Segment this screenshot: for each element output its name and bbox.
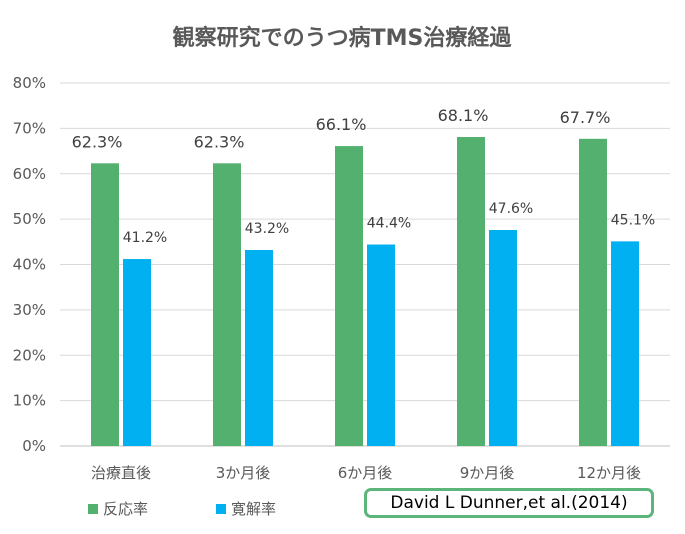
- x-tick-label: 3か月後: [216, 464, 271, 482]
- y-tick-label: 50%: [13, 210, 46, 228]
- bar-remission: [367, 244, 395, 446]
- legend-label: 反応率: [103, 500, 148, 518]
- y-tick-label: 0%: [22, 437, 46, 455]
- x-axis-categories: 治療直後 3か月後 6か月後 9か月後 12か月後: [91, 464, 641, 482]
- y-tick-label: 70%: [13, 119, 46, 137]
- legend-swatch: [216, 504, 226, 514]
- data-label: 45.1%: [611, 212, 655, 228]
- bar-remission: [611, 241, 639, 446]
- data-label: 47.6%: [489, 201, 533, 217]
- y-tick-label: 40%: [13, 256, 46, 274]
- data-label: 62.3%: [194, 132, 245, 151]
- x-tick-label: 9か月後: [460, 464, 515, 482]
- legend-swatch: [88, 504, 98, 514]
- bar-remission: [489, 230, 517, 446]
- y-tick-label: 10%: [13, 392, 46, 410]
- bar-remission: [245, 249, 273, 446]
- legend-label: 寛解率: [231, 500, 276, 518]
- data-label: 66.1%: [316, 115, 367, 134]
- y-tick-label: 80%: [13, 74, 46, 92]
- y-axis-ticks: 0% 10% 20% 30% 40% 50% 60% 70% 80%: [13, 74, 46, 455]
- bar-response: [335, 146, 363, 447]
- data-label: 68.1%: [438, 106, 489, 125]
- citation-box: David L Dunner,et al.(2014): [364, 488, 654, 518]
- data-label: 67.7%: [560, 108, 611, 127]
- data-label: 62.3%: [72, 132, 123, 151]
- bar-response: [457, 136, 485, 446]
- bars: [91, 136, 639, 447]
- bar-response: [213, 163, 241, 446]
- bar-response: [91, 163, 119, 446]
- data-labels: 62.3% 41.2% 62.3% 43.2% 66.1% 44.4% 68.1% 47.6%…: [72, 106, 656, 246]
- y-tick-label: 20%: [13, 346, 46, 364]
- x-tick-label: 治療直後: [91, 464, 151, 482]
- y-tick-label: 30%: [13, 301, 46, 319]
- x-tick-label: 12か月後: [577, 464, 641, 482]
- data-label: 41.2%: [123, 230, 167, 246]
- data-label: 44.4%: [367, 216, 411, 232]
- chart-title: 観察研究でのうつ病TMS治療経過: [173, 25, 513, 51]
- legend: 反応率 寛解率: [88, 500, 276, 518]
- x-tick-label: 6か月後: [338, 464, 393, 482]
- data-label: 43.2%: [245, 221, 289, 237]
- y-tick-label: 60%: [13, 165, 46, 183]
- bar-response: [579, 138, 607, 446]
- gridlines: [60, 82, 670, 447]
- bar-remission: [123, 259, 151, 446]
